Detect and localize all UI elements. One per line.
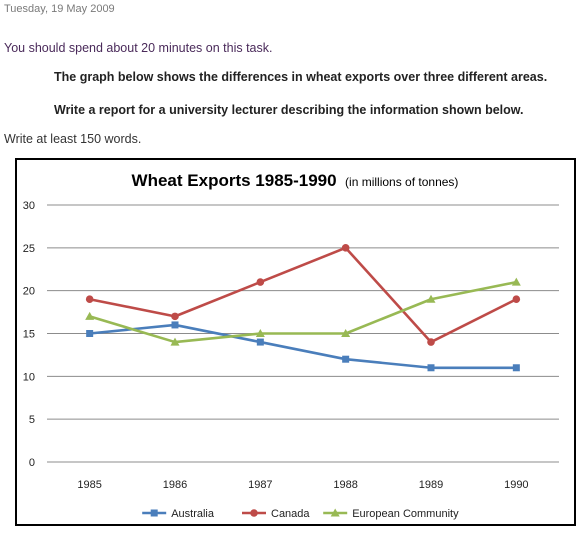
- y-tick-label: 25: [23, 243, 35, 255]
- legend-item-canada: Canada: [242, 508, 310, 520]
- series-lines: [85, 244, 521, 372]
- chart-frame: Wheat Exports 1985-1990 (in millions of …: [15, 158, 576, 526]
- task-instruction: Write a report for a university lecturer…: [54, 103, 524, 117]
- x-tick-label: 1990: [504, 479, 528, 491]
- legend-label: Canada: [271, 508, 310, 520]
- x-tick-label: 1988: [333, 479, 357, 491]
- legend-swatch-marker: [250, 509, 258, 517]
- x-tick-label: 1986: [163, 479, 187, 491]
- legend-swatch-marker: [330, 508, 340, 517]
- x-tick-label: 1987: [248, 479, 272, 491]
- data-point-european-community: [85, 311, 95, 320]
- x-axis-ticks: 1985 1986 1987 1988 1989 1990: [77, 479, 528, 491]
- data-point-canada: [171, 312, 179, 321]
- data-point-european-community: [341, 329, 351, 337]
- task-intro: You should spend about 20 minutes on thi…: [4, 41, 273, 55]
- data-point-australia: [512, 364, 520, 372]
- legend-item-australia: Australia: [142, 508, 215, 520]
- y-tick-label: 5: [29, 414, 35, 426]
- post-date: Tuesday, 19 May 2009: [4, 3, 115, 15]
- data-point-australia: [171, 321, 179, 329]
- y-tick-label: 10: [23, 371, 35, 383]
- chart-title-subtitle: (in millions of tonnes): [345, 175, 458, 189]
- word-count-note: Write at least 150 words.: [4, 132, 142, 146]
- data-point-canada: [85, 295, 94, 304]
- series-canada: [85, 244, 521, 346]
- chart-title: Wheat Exports 1985-1990 (in millions of …: [132, 171, 459, 190]
- y-tick-label: 30: [23, 200, 35, 212]
- legend-label: Australia: [171, 508, 215, 520]
- series-line-canada: [89, 246, 517, 344]
- data-point-australia: [256, 338, 264, 346]
- data-point-european-community: [170, 337, 180, 346]
- legend: Australia Canada European Community: [142, 508, 459, 520]
- grid-lines: [47, 204, 559, 463]
- legend-item-european-community: European Community: [323, 508, 459, 520]
- data-point-european-community: [255, 329, 265, 337]
- series-australia: [86, 321, 520, 372]
- task-description: The graph below shows the differences in…: [54, 70, 548, 84]
- chart-title-main: Wheat Exports 1985-1990: [132, 171, 337, 190]
- data-point-australia: [427, 364, 435, 372]
- series-line-european-community: [89, 280, 517, 344]
- data-point-european-community: [426, 294, 436, 303]
- data-point-canada: [341, 244, 350, 252]
- data-point-canada: [256, 278, 265, 286]
- legend-label: European Community: [352, 508, 459, 520]
- y-tick-label: 20: [23, 286, 35, 298]
- series-line-australia: [89, 323, 517, 370]
- y-tick-label: 0: [29, 457, 35, 469]
- data-point-european-community: [511, 277, 521, 286]
- y-axis-ticks: 0 5 10 15 20 25 30: [23, 200, 35, 469]
- x-tick-label: 1985: [77, 479, 101, 491]
- series-european-community: [85, 277, 521, 346]
- data-point-canada: [512, 295, 521, 304]
- data-point-australia: [86, 330, 94, 337]
- line-chart: Wheat Exports 1985-1990 (in millions of …: [23, 171, 559, 520]
- legend-swatch-marker: [150, 509, 158, 517]
- data-point-canada: [427, 338, 435, 346]
- y-tick-label: 15: [23, 329, 35, 341]
- x-tick-label: 1989: [419, 479, 443, 491]
- data-point-australia: [342, 355, 350, 363]
